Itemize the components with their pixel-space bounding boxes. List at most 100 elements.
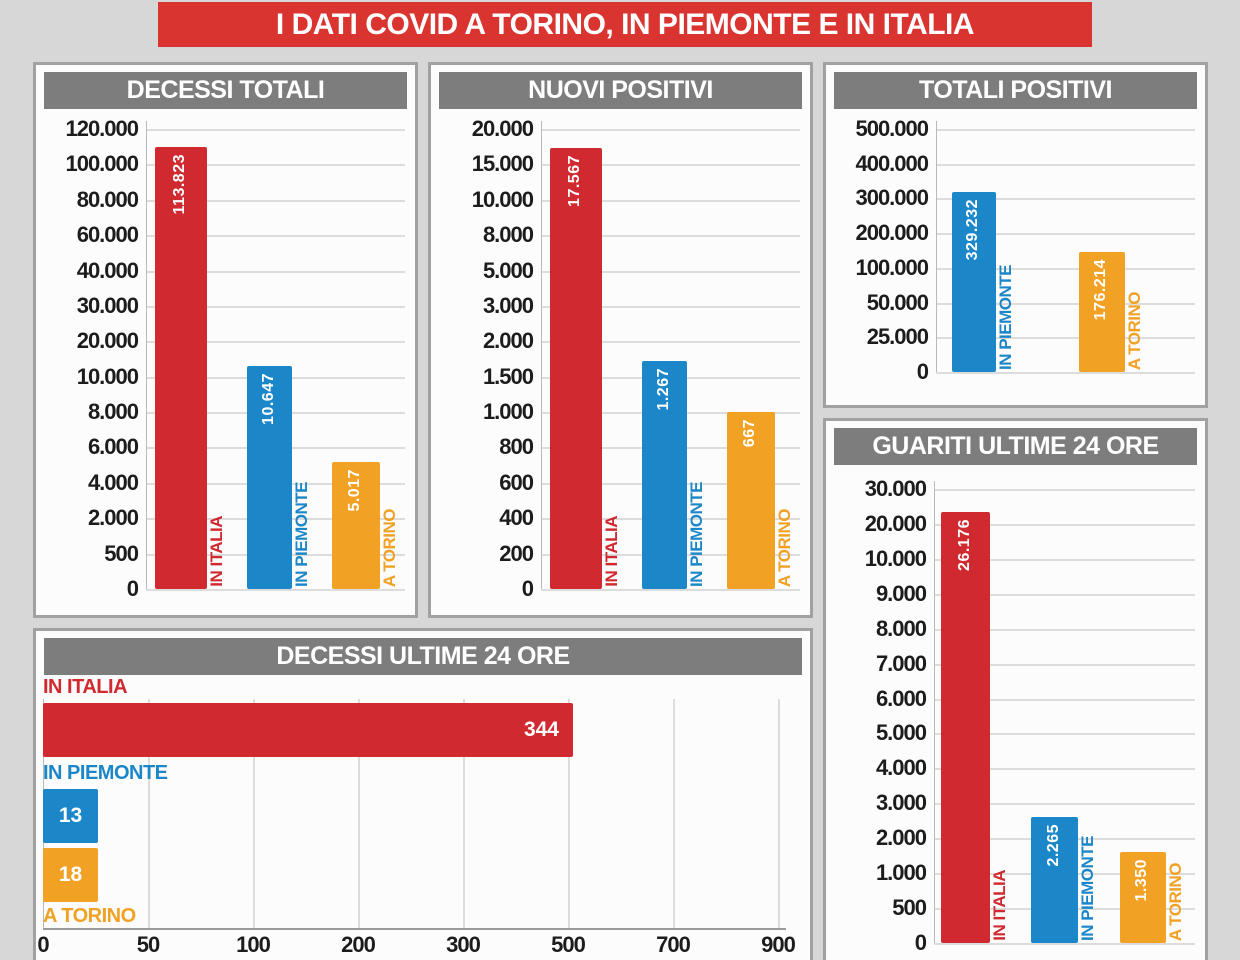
y-axis-tick-label: 3.000 [875, 790, 927, 815]
x-axis-tick-label: 50 [136, 932, 161, 957]
x-axis-tick-label: 900 [761, 932, 796, 957]
y-axis-tick-label: 200.000 [855, 220, 929, 245]
y-axis-tick-label: 8.000 [87, 399, 139, 424]
bar-category-label: IN ITALIA [602, 516, 621, 587]
gridline [934, 489, 1195, 491]
y-axis-line [936, 121, 937, 372]
bar-category-label: A TORINO [380, 508, 399, 587]
y-axis-tick-label: 8.000 [875, 616, 927, 641]
bar-in-piemonte [1031, 817, 1078, 943]
bar-value-label: 1.350 [1133, 859, 1150, 902]
gridline [568, 699, 570, 928]
y-axis-tick-label: 2.000 [875, 825, 927, 850]
y-axis-tick-label: 20.000 [76, 328, 139, 353]
gridline [146, 271, 405, 273]
bar-category-label: A TORINO [1166, 862, 1185, 941]
y-axis-line [934, 481, 935, 943]
y-axis-tick-label: 200 [499, 541, 534, 566]
bar-in-italia [550, 148, 602, 589]
y-axis-tick-label: 1.000 [482, 399, 534, 424]
bar-a-torino [727, 412, 775, 589]
y-axis-tick-label: 500 [892, 895, 927, 920]
bar-category-label: IN PIEMONTE [43, 762, 168, 784]
panel-guariti-ultime-24-ore: GUARITI ULTIME 24 ORE 30.000 20.000 10.000… [823, 418, 1208, 960]
gridline [146, 341, 405, 343]
gridline [936, 372, 1195, 374]
bar-value-label: 667 [741, 419, 758, 448]
bar-category-label: A TORINO [43, 905, 136, 927]
gridline [253, 699, 255, 928]
gridline [146, 589, 405, 591]
x-axis-line [43, 928, 786, 930]
gridline [936, 198, 1195, 200]
bar-category-label: IN PIEMONTE [687, 481, 706, 587]
bar-in-piemonte [43, 789, 98, 843]
y-axis-tick-label: 2.000 [87, 505, 139, 530]
y-axis-tick-label: 25.000 [866, 324, 929, 349]
y-axis-tick-label: 9.000 [875, 581, 927, 606]
y-axis-tick-label: 8.000 [482, 222, 534, 247]
bar-in-italia [155, 147, 207, 589]
y-axis-tick-label: 50.000 [866, 290, 929, 315]
y-axis-tick-label: 300.000 [855, 185, 929, 210]
y-axis-tick-label: 5.000 [482, 258, 534, 283]
gridline [934, 943, 1195, 945]
y-axis-tick-label: 500.000 [855, 116, 929, 141]
y-axis-tick-label: 6.000 [87, 434, 139, 459]
bar-value-label: 10.647 [259, 373, 277, 425]
chart-title-guariti-ultime-24-ore: GUARITI ULTIME 24 ORE [834, 428, 1197, 465]
gridline [936, 129, 1195, 131]
y-axis-tick-label: 0 [521, 576, 534, 601]
gridline [358, 699, 360, 928]
y-axis-tick-label: 4.000 [875, 755, 927, 780]
y-axis-tick-label: 0 [916, 359, 929, 384]
gridline [778, 699, 780, 928]
x-axis-tick-label: 500 [551, 932, 586, 957]
gridline [936, 268, 1195, 270]
bar-in-piemonte [642, 361, 687, 589]
bar-value-label: 17.567 [566, 155, 583, 207]
bar-value-label: 113.823 [171, 154, 188, 215]
x-axis-tick-label: 0 [37, 932, 49, 957]
gridline [541, 164, 800, 166]
chart-title-decessi-ultime-24-ore: DECESSI ULTIME 24 ORE [44, 638, 802, 675]
panel-decessi-ultime-24-ore: DECESSI ULTIME 24 ORE 0 50 100 200 300 500 700… [33, 628, 813, 960]
gridline [936, 164, 1195, 166]
y-axis-tick-label: 1.500 [482, 364, 534, 389]
bar-in-piemonte [952, 192, 996, 372]
gridline [541, 341, 800, 343]
bar-in-italia [43, 703, 573, 757]
y-axis-tick-label: 30.000 [76, 293, 139, 318]
y-axis-tick-label: 400.000 [855, 151, 929, 176]
gridline [673, 699, 675, 928]
gridline [541, 235, 800, 237]
y-axis-tick-label: 1.000 [875, 860, 927, 885]
y-axis-tick-label: 60.000 [76, 222, 139, 247]
panel-totali-positivi: TOTALI POSITIVI 500.000 400.000 300.000 200… [823, 62, 1208, 408]
y-axis-tick-label: 5.000 [875, 720, 927, 745]
gridline [934, 664, 1195, 666]
x-axis-tick-label: 300 [446, 932, 481, 957]
y-axis-tick-label: 10.000 [471, 187, 534, 212]
bar-a-torino [43, 848, 98, 902]
y-axis-tick-label: 100.000 [855, 255, 929, 280]
gridline [934, 559, 1195, 561]
bar-in-italia [941, 512, 990, 943]
panel-decessi-totali: DECESSI TOTALI 120.000 100.000 80.000 60.00… [33, 62, 418, 618]
bar-category-label: IN ITALIA [207, 516, 226, 587]
y-axis-tick-label: 40.000 [76, 258, 139, 283]
gridline [463, 699, 465, 928]
gridline [148, 699, 150, 928]
gridline [541, 271, 800, 273]
bar-value-label: 2.265 [1044, 824, 1062, 867]
bar-value-label: 18 [58, 863, 83, 886]
y-axis-tick-label: 7.000 [875, 651, 927, 676]
gridline [934, 524, 1195, 526]
y-axis-tick-label: 600 [499, 470, 534, 495]
chart-title-totali-positivi: TOTALI POSITIVI [834, 72, 1197, 109]
gridline [934, 768, 1195, 770]
y-axis-line [541, 121, 542, 589]
y-axis-tick-label: 6.000 [875, 686, 927, 711]
y-axis-tick-label: 0 [126, 576, 139, 601]
